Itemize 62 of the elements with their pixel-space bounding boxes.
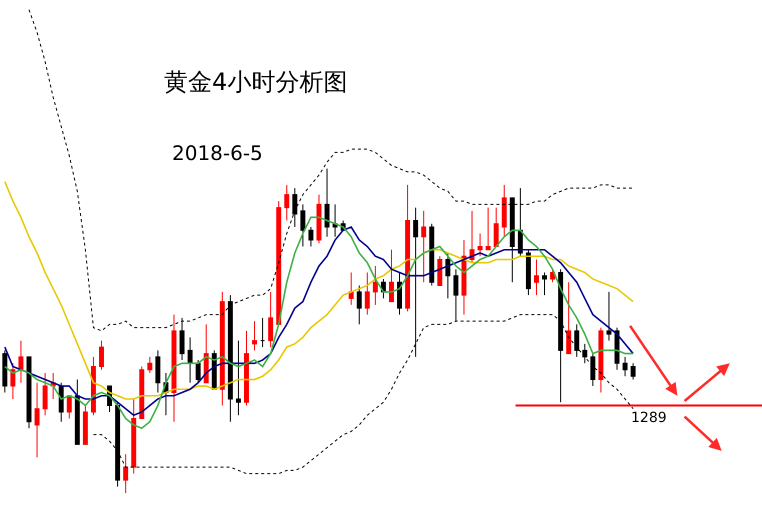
candlestick: [131, 398, 136, 474]
candlestick: [510, 197, 515, 283]
candlestick: [34, 382, 40, 458]
candlestick: [348, 272, 354, 306]
candlestick: [405, 184, 410, 312]
candlestick: [252, 320, 258, 351]
candlestick: [574, 324, 580, 358]
candlestick: [486, 207, 491, 250]
candlestick: [147, 356, 152, 374]
candlestick: [82, 404, 88, 445]
candlestick: [66, 395, 72, 419]
candlestick: [590, 353, 596, 387]
candlestick: [502, 184, 507, 238]
candlestick: [364, 272, 370, 316]
candlestick: [236, 340, 241, 416]
chart-title: 黄金4小时分析图: [164, 68, 348, 96]
candlestick: [220, 291, 225, 406]
candlestick: [356, 284, 362, 325]
candlestick: [606, 291, 612, 342]
candlestick: [155, 350, 160, 393]
chart-subtitle: 2018-6-5: [172, 141, 263, 165]
candlestick: [630, 362, 636, 380]
candlestick: [123, 454, 128, 494]
candlestick: [42, 372, 48, 416]
candlestick: [292, 188, 298, 228]
candlestick: [18, 340, 24, 384]
candlestick: [268, 291, 274, 348]
candlestick: [99, 340, 104, 370]
candlestick: [526, 249, 531, 296]
candlestick: [308, 226, 314, 248]
candlestick: [324, 168, 330, 238]
candlestick: [196, 360, 201, 384]
annotation: 1289: [631, 410, 667, 426]
candlestick: [74, 379, 80, 445]
candlestick: [26, 356, 32, 429]
candlestick: [316, 194, 322, 244]
candlestick: [518, 188, 523, 257]
candlestick: [397, 272, 402, 316]
candlestick: [260, 317, 266, 348]
candlestick: [534, 258, 539, 296]
candlestick: [470, 210, 474, 264]
candlestick: [437, 256, 442, 286]
candlestick: [284, 184, 290, 222]
candlestick: [2, 350, 8, 393]
candlestick: [622, 356, 628, 377]
candlestick: [494, 207, 499, 248]
candlestick: [582, 343, 588, 364]
candlestick: [244, 330, 249, 406]
candlestick: [566, 282, 572, 354]
candlestick: [478, 233, 483, 257]
candlestick: [389, 249, 394, 302]
candlestick: [421, 210, 426, 283]
candlestick: [461, 240, 466, 316]
candlestick: [445, 252, 450, 299]
candlestick: [188, 336, 193, 384]
candlestick: [598, 327, 604, 393]
candlestick: [332, 204, 338, 238]
candlestick: [276, 200, 282, 325]
candlestick: [172, 314, 176, 422]
candlestick: [372, 265, 378, 306]
candlestick: [542, 272, 547, 296]
candlestick: [300, 204, 306, 248]
